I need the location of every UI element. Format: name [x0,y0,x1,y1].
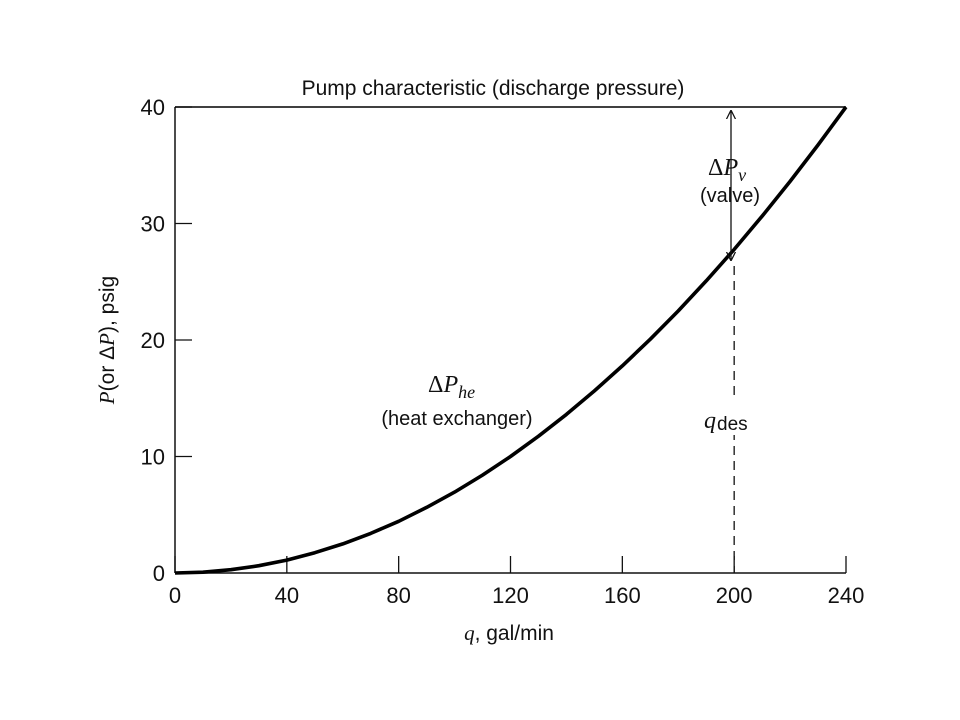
y-axis-label-close: ), psig [96,276,119,333]
y-axis-label-var: P [95,391,119,405]
y-tick-label: 40 [141,95,165,120]
qdes-label-background [698,401,762,435]
y-axis-label-open: (or [96,360,119,392]
annotation-valve-symbol: ΔPv [708,155,746,185]
y-axis-label-var2: P [95,333,119,347]
chart-title: Pump characteristic (discharge pressure) [302,77,685,100]
y-tick-label: 0 [153,561,165,586]
annotation-he-var: P [442,372,458,398]
y-tick-label: 30 [141,212,165,237]
x-tick-label: 200 [716,583,753,608]
annotation-he-caption: (heat exchanger) [381,408,532,430]
annotation-valve-sub: v [738,165,746,185]
x-tick-label: 160 [604,583,641,608]
annotation-qdes: qdes [698,266,762,573]
x-tick-label: 0 [169,583,181,608]
x-tick-label: 120 [492,583,529,608]
y-tick-label: 20 [141,328,165,353]
annotation-he-sub: he [458,382,475,402]
x-tick-label: 80 [386,583,410,608]
x-tick-label: 40 [275,583,299,608]
annotation-valve-caption: (valve) [700,185,760,207]
y-tick-label: 10 [141,445,165,470]
annotation-valve-delta: Δ [708,155,723,181]
x-axis-label-var: q [464,621,475,645]
x-tick-label: 240 [828,583,865,608]
qdes-label-var: q [704,408,716,434]
qdes-label: qdes [704,408,748,435]
annotation-he-symbol: ΔPhe [428,372,475,402]
x-axis-label: q, gal/min [464,621,554,645]
y-axis-label-delta: Δ [96,346,119,360]
annotation-valve-var: P [722,155,738,181]
y-axis-label: P(or ΔP), psig [95,276,119,405]
annotation-heat-exchanger: ΔPhe (heat exchanger) [381,372,532,430]
annotation-valve: ΔPv (valve) [700,111,760,260]
x-axis-label-text: , gal/min [475,622,554,645]
ticks: 0 40 80 120 160 200 240 0 10 20 30 40 [141,95,865,608]
qdes-label-sub: des [717,414,748,435]
annotation-he-delta: Δ [428,372,443,398]
